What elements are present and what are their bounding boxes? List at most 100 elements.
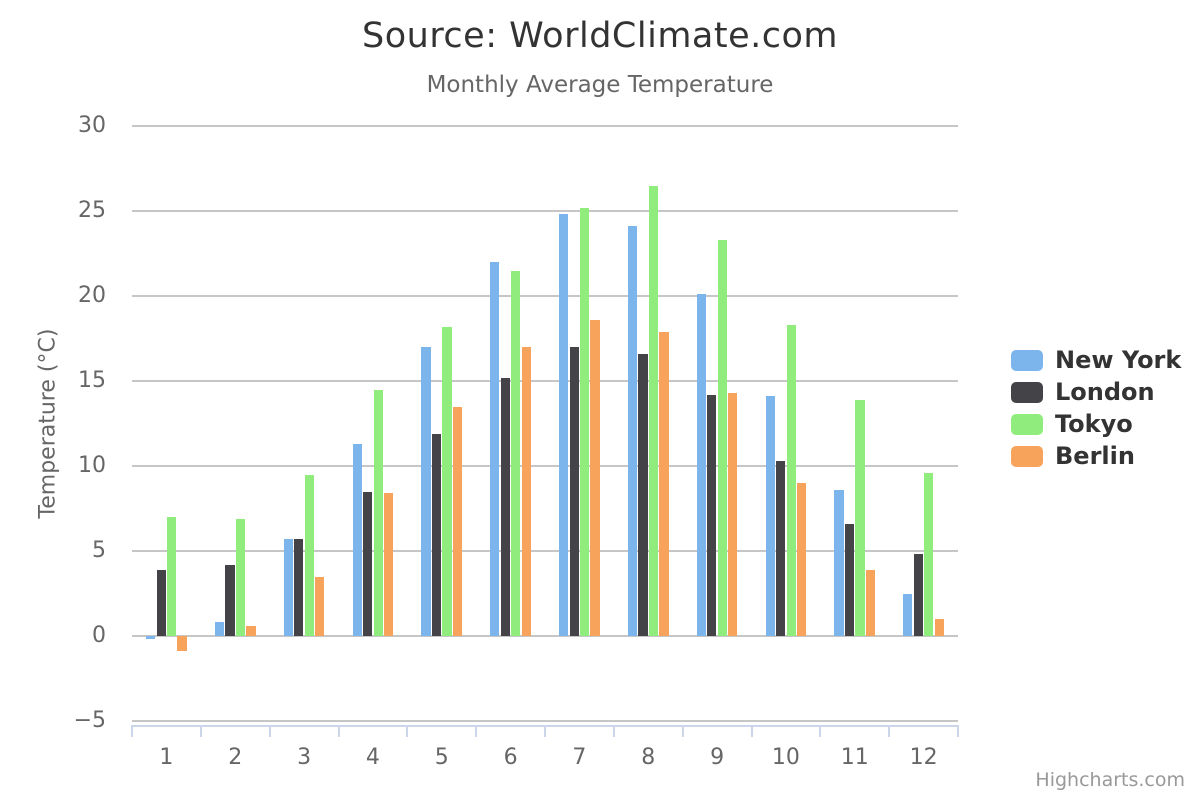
bar[interactable] — [696, 294, 706, 636]
bar[interactable] — [834, 489, 844, 636]
legend-swatch — [1011, 413, 1043, 435]
x-tick — [612, 727, 615, 737]
legend-label: Tokyo — [1055, 410, 1133, 438]
bar[interactable] — [431, 433, 442, 636]
bar[interactable] — [294, 539, 304, 636]
x-tick — [957, 727, 959, 737]
bar[interactable] — [844, 523, 855, 636]
y-axis-label: 5 — [92, 538, 106, 563]
y-axis-label: 0 — [92, 623, 106, 648]
bar[interactable] — [924, 472, 934, 636]
bar[interactable] — [728, 392, 738, 636]
x-tick — [406, 727, 409, 737]
bar[interactable] — [421, 347, 431, 636]
y-axis-label: −5 — [73, 708, 106, 733]
bar[interactable] — [934, 619, 944, 636]
bar[interactable] — [717, 239, 727, 636]
bar[interactable] — [865, 569, 875, 636]
bar[interactable] — [167, 517, 177, 636]
bar[interactable] — [442, 326, 452, 636]
x-axis-label: 4 — [365, 745, 380, 770]
bar[interactable] — [569, 347, 579, 636]
bar[interactable] — [452, 406, 462, 636]
y-axis-label: 10 — [78, 453, 106, 478]
x-axis-label: 7 — [572, 745, 587, 770]
bar[interactable] — [855, 399, 865, 636]
legend-item-new-york[interactable]: New York — [1011, 344, 1181, 376]
bar[interactable] — [283, 539, 293, 636]
gridline — [132, 380, 958, 382]
bar[interactable] — [776, 460, 786, 636]
bar[interactable] — [225, 564, 235, 636]
bar[interactable] — [638, 353, 648, 636]
bar[interactable] — [373, 389, 383, 636]
bar[interactable] — [246, 625, 256, 636]
bar[interactable] — [521, 347, 531, 636]
x-axis-line — [131, 725, 959, 727]
bar[interactable] — [156, 569, 166, 636]
x-axis-label: 10 — [771, 745, 800, 770]
bar[interactable] — [146, 636, 156, 640]
bar[interactable] — [363, 491, 373, 636]
gridline — [132, 635, 958, 637]
x-tick — [475, 727, 478, 737]
bar[interactable] — [352, 443, 362, 636]
x-tick — [681, 727, 684, 737]
gridline — [132, 550, 958, 552]
y-axis-label: 25 — [78, 198, 106, 223]
credits-link[interactable]: Highcharts.com — [1035, 769, 1185, 791]
legend-swatch — [1011, 445, 1043, 467]
legend-swatch — [1011, 381, 1043, 403]
x-tick — [199, 727, 202, 737]
gridline — [132, 295, 958, 297]
bar[interactable] — [214, 622, 225, 636]
bar[interactable] — [490, 262, 500, 636]
legend-item-berlin[interactable]: Berlin — [1011, 440, 1181, 472]
bar[interactable] — [648, 185, 659, 636]
bar[interactable] — [913, 554, 923, 636]
bar[interactable] — [627, 226, 638, 636]
bar[interactable] — [903, 593, 913, 636]
y-axis-label: 30 — [78, 113, 106, 138]
legend: New York London Tokyo Berlin — [1011, 344, 1181, 472]
x-tick — [337, 727, 340, 737]
x-tick — [750, 727, 753, 737]
legend-item-tokyo[interactable]: Tokyo — [1011, 408, 1181, 440]
x-axis-label: 8 — [641, 745, 656, 770]
gridline — [132, 125, 958, 127]
bar[interactable] — [580, 207, 590, 636]
bar[interactable] — [383, 493, 394, 636]
chart-title: Source: WorldClimate.com — [362, 16, 838, 56]
legend-item-london[interactable]: London — [1011, 376, 1181, 408]
bar[interactable] — [796, 483, 807, 636]
bar[interactable] — [559, 214, 569, 636]
gridline — [132, 720, 958, 722]
legend-swatch — [1011, 349, 1043, 371]
bar[interactable] — [511, 270, 521, 636]
x-tick — [888, 727, 891, 737]
bar[interactable] — [765, 396, 775, 636]
bar[interactable] — [177, 636, 187, 652]
bar[interactable] — [659, 331, 669, 636]
x-tick — [544, 727, 546, 737]
bar[interactable] — [707, 394, 717, 636]
bar[interactable] — [315, 576, 325, 636]
legend-label: London — [1055, 378, 1155, 406]
gridline — [132, 465, 958, 467]
bar[interactable] — [500, 377, 510, 636]
gridline — [132, 210, 958, 212]
x-axis-label: 6 — [503, 745, 518, 770]
x-axis-label: 2 — [228, 745, 243, 770]
legend-label: New York — [1055, 346, 1182, 374]
chart-subtitle: Monthly Average Temperature — [426, 72, 774, 98]
x-axis-label: 12 — [909, 745, 938, 770]
bar[interactable] — [235, 518, 246, 636]
x-tick — [268, 727, 271, 737]
bar[interactable] — [304, 474, 314, 636]
bar[interactable] — [590, 319, 600, 636]
y-axis-label: 20 — [78, 283, 106, 308]
x-axis-label: 5 — [434, 745, 449, 770]
x-tick — [819, 727, 822, 737]
bar[interactable] — [786, 324, 796, 636]
